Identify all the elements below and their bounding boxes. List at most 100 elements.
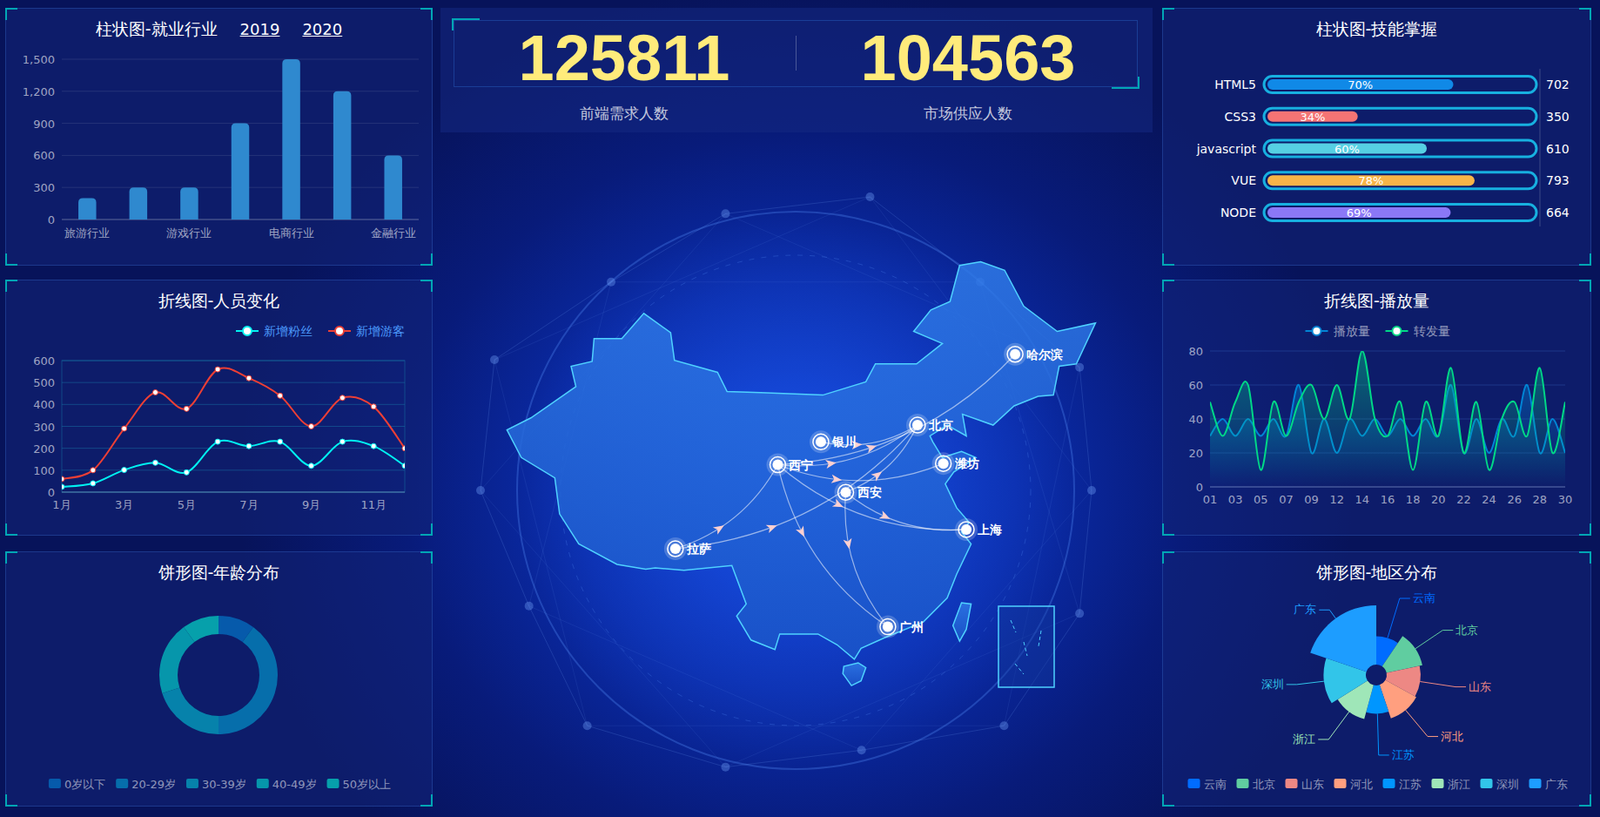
marker <box>339 395 345 401</box>
slice <box>159 626 195 693</box>
corner <box>5 523 18 536</box>
title-text: 柱状图-技能掌握 <box>1316 19 1439 39</box>
legend-item: 播放量 <box>1305 323 1371 338</box>
labels: 70%HTML570234%CSS335060%javascript61078%… <box>1196 77 1570 220</box>
legend-symbol <box>1383 778 1396 788</box>
corner <box>1162 551 1175 564</box>
panel: 01002003004005006001月3月5月7月9月11月新增粉丝新增游客… <box>5 279 433 536</box>
route <box>845 491 888 626</box>
y2-label: 664 <box>1546 205 1570 220</box>
city-label: 西宁 <box>787 457 814 472</box>
bar <box>78 197 97 220</box>
labels: 云南北京山东河北江苏浙江深圳广东 <box>1261 591 1492 761</box>
corner <box>1162 793 1175 807</box>
marker <box>90 480 96 486</box>
legend-item: 转发量 <box>1385 323 1451 338</box>
decor-line <box>725 196 870 214</box>
corner <box>1579 523 1592 536</box>
marker <box>152 389 158 395</box>
land <box>506 262 1096 659</box>
kpi-value: 125811 <box>450 23 799 94</box>
legend-symbol <box>1392 326 1402 336</box>
city-halo <box>932 451 955 475</box>
title-text: 柱状图-就业行业 <box>95 19 218 39</box>
data-label: 69% <box>1346 206 1372 220</box>
line <box>61 440 405 487</box>
tick-label: 0 <box>47 213 55 227</box>
city-ring <box>813 433 829 450</box>
land <box>842 662 866 686</box>
grid-line <box>61 403 405 405</box>
route <box>675 464 779 549</box>
tick-label: 0 <box>47 485 55 499</box>
tick-label: 100 <box>33 463 55 478</box>
leader-line <box>1415 630 1453 649</box>
line <box>61 367 405 479</box>
legend-item: 浙江 <box>1431 777 1471 791</box>
grid-line <box>61 382 405 384</box>
panel: 70%HTML570234%CSS335060%javascript61078%… <box>1162 7 1592 266</box>
chart-title: 折线图-播放量 <box>1163 289 1591 313</box>
category-label: 金融行业 <box>370 226 417 240</box>
corner <box>1162 253 1175 266</box>
legend-symbol <box>1312 326 1322 336</box>
city <box>670 543 681 554</box>
category-label: CSS3 <box>1224 109 1257 124</box>
chart-title: 饼形图-年龄分布 <box>6 561 432 585</box>
category-label: 22 <box>1456 492 1472 506</box>
category-label: javascript <box>1196 141 1258 156</box>
category-label: VUE <box>1230 173 1257 188</box>
city-ring <box>1007 346 1023 363</box>
bar-track <box>1263 140 1537 157</box>
tab[interactable]: 2020 <box>302 20 343 39</box>
city-label: 潍坊 <box>954 456 980 471</box>
corner <box>420 551 433 564</box>
bar <box>333 91 352 220</box>
marker <box>370 403 377 410</box>
leader-line <box>1317 711 1350 740</box>
legend-text: 30-39岁 <box>201 777 247 791</box>
slice <box>218 626 278 734</box>
category-label: 03 <box>1228 492 1244 506</box>
chart-svg: 云南北京山东河北江苏浙江深圳广东云南北京山东河北江苏浙江深圳广东 <box>1163 551 1593 807</box>
route <box>675 424 918 549</box>
leader-line <box>1286 680 1325 685</box>
decor-line <box>587 725 1005 727</box>
leader-line <box>1419 681 1466 687</box>
series-group <box>1210 350 1566 487</box>
plane <box>712 521 727 535</box>
marker <box>61 484 65 490</box>
category-label: 20 <box>1431 492 1446 506</box>
marker <box>402 463 405 469</box>
bar-track <box>1263 172 1537 189</box>
legend-item: 江苏 <box>1383 777 1422 791</box>
tick-label: 300 <box>33 420 55 434</box>
corner <box>1111 76 1140 89</box>
legend-item: 50岁以上 <box>327 777 392 791</box>
bars <box>78 59 403 220</box>
city <box>1009 349 1021 360</box>
city-halo <box>809 430 833 453</box>
category-label: 游戏行业 <box>166 226 212 240</box>
marker <box>183 405 189 411</box>
slice-label: 河北 <box>1440 729 1464 743</box>
city-halo <box>906 413 929 437</box>
marker <box>309 423 315 430</box>
corner <box>5 551 18 564</box>
category-label: 30 <box>1558 492 1574 506</box>
marker <box>339 438 345 444</box>
corner <box>1579 279 1592 292</box>
slice-label: 山东 <box>1468 679 1492 693</box>
bar-track <box>1263 204 1537 222</box>
slice-label: 广东 <box>1293 602 1317 616</box>
legend-text: 新增粉丝 <box>263 323 313 338</box>
corner <box>1579 793 1592 807</box>
area <box>1210 350 1566 487</box>
bar-track <box>1263 76 1537 94</box>
tick-label: 600 <box>33 354 55 368</box>
corner <box>1579 253 1592 266</box>
tab[interactable]: 2019 <box>240 20 281 39</box>
legend-text: 转发量 <box>1413 323 1451 338</box>
plane <box>825 457 837 469</box>
kpi-label: 市场供应人数 <box>793 103 1143 124</box>
